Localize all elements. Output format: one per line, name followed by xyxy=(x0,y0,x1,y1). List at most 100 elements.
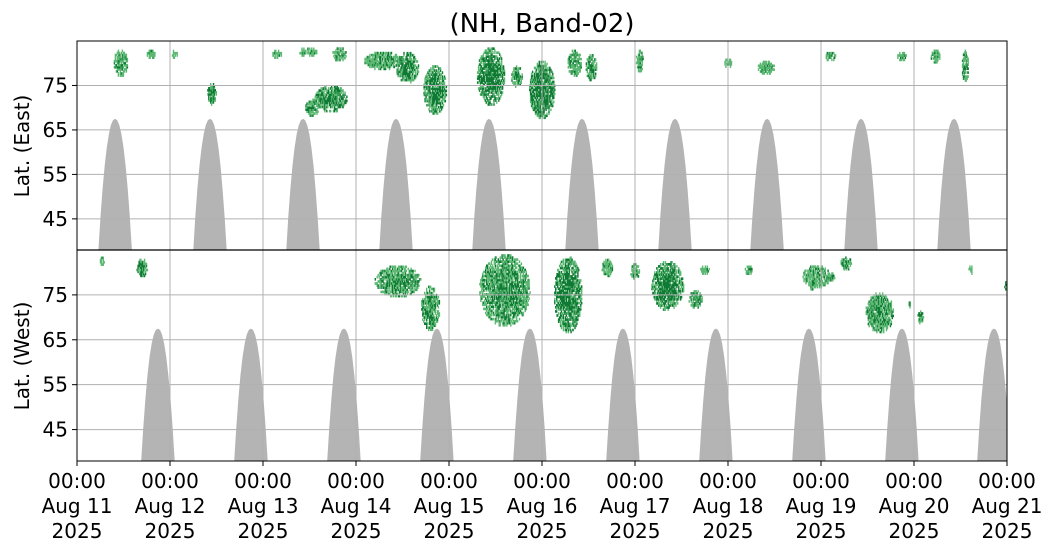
activity-cell xyxy=(427,71,429,74)
activity-cluster-west-4 xyxy=(479,254,531,327)
activity-cell xyxy=(299,51,301,55)
activity-cell xyxy=(514,278,517,282)
activity-cell xyxy=(558,275,561,278)
activity-cell xyxy=(546,72,548,76)
activity-cell xyxy=(412,66,414,69)
activity-cell xyxy=(559,262,562,266)
activity-cell xyxy=(486,313,488,317)
activity-cell xyxy=(486,75,488,78)
activity-cell xyxy=(395,290,398,294)
activity-cell xyxy=(504,270,506,274)
activity-cell xyxy=(484,274,486,278)
activity-cell xyxy=(430,91,432,95)
activity-cell xyxy=(412,278,414,281)
activity-cell xyxy=(535,70,538,74)
activity-cell xyxy=(500,309,502,313)
activity-cell xyxy=(396,72,398,76)
activity-cell xyxy=(501,299,503,302)
activity-cluster-east-12 xyxy=(423,65,448,115)
activity-cell xyxy=(506,324,508,327)
activity-cell xyxy=(497,69,499,72)
activity-cell xyxy=(390,280,392,283)
activity-cell xyxy=(554,291,556,295)
activity-cell xyxy=(433,83,435,87)
activity-cell xyxy=(519,75,522,78)
activity-cell xyxy=(759,70,762,73)
activity-cell xyxy=(122,55,125,59)
activity-cell xyxy=(508,272,510,276)
activity-cell xyxy=(416,70,419,74)
activity-cell xyxy=(531,96,534,100)
activity-cell xyxy=(763,68,766,71)
activity-cell xyxy=(513,264,515,268)
activity-cell xyxy=(724,63,726,66)
activity-cell xyxy=(549,78,551,82)
activity-cell xyxy=(429,318,432,321)
activity-cell xyxy=(383,65,385,69)
activity-cell xyxy=(385,51,388,55)
activity-cell xyxy=(409,273,411,277)
activity-cell xyxy=(123,64,126,67)
activity-cell xyxy=(579,66,581,69)
activity-cell xyxy=(434,93,436,97)
activity-cell xyxy=(392,278,394,281)
activity-cell xyxy=(402,284,405,287)
activity-cell xyxy=(639,59,641,63)
activity-cell xyxy=(524,278,526,282)
activity-cell xyxy=(137,270,139,274)
activity-cell xyxy=(122,59,125,63)
activity-cell xyxy=(554,297,556,301)
activity-cell xyxy=(483,307,485,311)
activity-cell xyxy=(763,72,766,75)
activity-cell xyxy=(414,68,417,72)
activity-cell xyxy=(488,51,490,54)
activity-cell xyxy=(542,90,544,94)
activity-cell xyxy=(832,51,834,55)
activity-cell xyxy=(563,281,566,284)
activity-cell xyxy=(408,76,410,80)
activity-cell xyxy=(394,275,396,279)
activity-cell xyxy=(558,316,561,319)
activity-cell xyxy=(118,53,121,57)
activity-cell xyxy=(409,288,411,292)
activity-cell xyxy=(340,101,342,105)
activity-cell xyxy=(435,73,437,76)
activity-cell xyxy=(387,57,390,61)
activity-cell xyxy=(391,294,393,298)
activity-cell xyxy=(507,260,509,263)
activity-cell xyxy=(438,89,440,93)
activity-cell xyxy=(434,324,437,327)
activity-cell xyxy=(496,260,498,263)
activity-cell xyxy=(305,104,307,107)
activity-cell xyxy=(515,262,518,265)
activity-cell xyxy=(386,267,388,271)
activity-cell xyxy=(210,85,213,88)
activity-cell xyxy=(496,297,498,300)
activity-cell xyxy=(494,85,496,88)
activity-cell xyxy=(546,102,548,106)
activity-cell xyxy=(391,286,393,289)
activity-cell xyxy=(384,59,387,63)
activity-cell xyxy=(141,262,143,266)
activity-cell xyxy=(641,67,643,71)
activity-cell xyxy=(514,291,516,294)
activity-cell xyxy=(143,262,145,266)
activity-cell xyxy=(421,302,423,305)
activity-cell xyxy=(496,55,498,58)
activity-cell xyxy=(965,59,967,63)
activity-cell xyxy=(517,268,520,272)
activity-cell xyxy=(430,67,432,70)
activity-cell xyxy=(115,59,118,63)
activity-cell xyxy=(411,64,413,67)
activity-cell xyxy=(411,271,413,275)
activity-cell xyxy=(498,285,500,288)
activity-cell xyxy=(494,63,496,66)
activity-cell xyxy=(569,55,571,59)
activity-cell xyxy=(502,274,504,278)
activity-cell xyxy=(495,282,497,286)
activity-cell xyxy=(511,272,513,276)
activity-cell xyxy=(428,297,431,301)
activity-cell xyxy=(387,288,389,292)
activity-cell xyxy=(318,89,320,92)
activity-cell xyxy=(498,303,500,307)
